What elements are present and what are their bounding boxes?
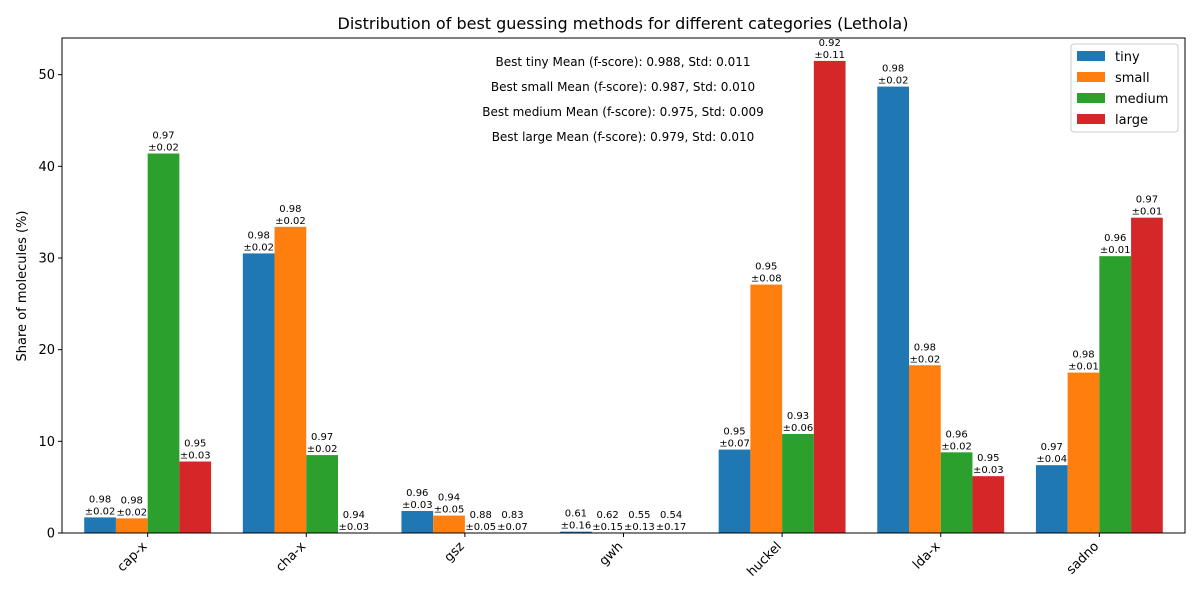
legend-swatch-small [1077,72,1105,82]
x-tick-label-lda-x: lda-x [910,539,944,573]
bar-small-gsz [433,515,465,533]
bar-label-tiny-sadno: 0.97 ±0.04 [1036,442,1067,465]
bar-tiny-lda-x [877,86,910,533]
bar-large-cap-x [179,461,212,533]
bar-large-huckel [813,60,846,534]
bar-label-medium-lda-x: 0.96 ±0.02 [941,429,972,452]
bar-label-tiny-cha-x: 0.98 ±0.02 [243,230,274,253]
bar-medium-cap-x [147,153,180,533]
bar-medium-cha-x [306,455,338,533]
bar-small-cha-x [274,226,307,534]
bar-tiny-sadno [1035,465,1068,533]
bar-label-small-cha-x: 0.98 ±0.02 [275,204,306,227]
y-tick-label: 30 [38,252,55,267]
plot-area: 0.98 ±0.020.98 ±0.020.96 ±0.030.61 ±0.160.95… [38,37,1186,580]
bar-label-large-cha-x: 0.94 ±0.03 [339,510,370,533]
bar-label-tiny-lda-x: 0.98 ±0.02 [878,64,909,87]
y-tick-label: 10 [38,435,55,450]
bar-small-lda-x [909,365,941,533]
bar-large-sadno [1131,217,1163,533]
bar-label-tiny-gwh: 0.61 ±0.16 [561,509,592,532]
bar-label-medium-cha-x: 0.97 ±0.02 [307,432,338,455]
bar-label-large-sadno: 0.97 ±0.01 [1132,195,1163,218]
bar-label-small-lda-x: 0.98 ±0.02 [910,342,941,365]
annotation-0: Best tiny Mean (f-score): 0.988, Std: 0.… [496,55,751,69]
x-tick-label-gsz: gsz [442,539,468,565]
legend-label-small: small [1115,71,1150,86]
bar-label-small-gsz: 0.94 ±0.05 [434,493,465,516]
legend-label-tiny: tiny [1115,50,1140,65]
x-tick-label-cap-x: cap-x [115,539,151,575]
y-tick-label: 40 [38,160,55,175]
y-tick-label: 20 [38,343,55,358]
bar-label-large-lda-x: 0.95 ±0.03 [973,453,1004,476]
bar-label-small-gwh: 0.62 ±0.15 [592,510,623,533]
bar-label-medium-sadno: 0.96 ±0.01 [1100,233,1131,256]
bar-small-sadno [1067,372,1100,533]
series-tiny: 0.98 ±0.020.98 ±0.020.96 ±0.030.61 ±0.160.95… [84,64,1068,533]
bar-medium-huckel [782,434,814,533]
bar-medium-lda-x [940,452,973,533]
bar-label-large-cap-x: 0.95 ±0.03 [180,439,211,462]
chart-title: Distribution of best guessing methods fo… [338,14,909,33]
bar-label-medium-gwh: 0.55 ±0.13 [624,510,655,533]
bar-small-cap-x [115,518,148,533]
y-axis-label: Share of molecules (%) [15,211,30,362]
y-tick-label: 50 [38,68,55,83]
annotation-3: Best large Mean (f-score): 0.979, Std: 0… [492,130,755,144]
x-tick-label-huckel: huckel [744,539,785,580]
x-tick-label-cha-x: cha-x [273,539,309,575]
bar-label-tiny-cap-x: 0.98 ±0.02 [85,494,116,517]
bar-label-large-huckel: 0.92 ±0.11 [814,38,845,61]
legend-swatch-medium [1077,93,1105,103]
bar-small-huckel [750,284,783,533]
x-tick-label-gwh: gwh [597,539,627,569]
bar-tiny-gwh [560,531,592,533]
legend: tiny small medium large [1070,43,1179,133]
series-medium: 0.97 ±0.02 0.97 ±0.02 0.88 ±0.05 0.55 ±0.13 0.93… [147,131,1132,533]
bar-label-small-huckel: 0.95 ±0.08 [751,262,782,285]
annotation-1: Best small Mean (f-score): 0.987, Std: 0… [491,80,755,94]
legend-label-large: large [1115,113,1148,128]
bar-label-medium-cap-x: 0.97 ±0.02 [148,131,179,154]
bar-label-medium-gsz: 0.88 ±0.05 [465,510,496,533]
series-large: 0.95 ±0.03 0.94 ±0.03 0.83 ±0.07 0.54 ±0.17 0.92… [179,38,1163,534]
bar-label-small-sadno: 0.98 ±0.01 [1068,350,1099,373]
bar-label-large-gwh: 0.54 ±0.17 [656,510,687,533]
annotations: Best tiny Mean (f-score): 0.988, Std: 0.… [482,55,764,144]
bar-label-large-gsz: 0.83 ±0.07 [497,510,528,533]
y-tick-label: 0 [47,527,55,542]
x-tick-label-sadno: sadno [1064,539,1102,577]
bar-medium-sadno [1099,256,1132,533]
bar-tiny-cap-x [84,517,116,533]
bar-tiny-gsz [401,511,434,533]
bar-tiny-huckel [718,449,751,533]
legend-swatch-large [1077,114,1105,124]
bar-label-tiny-huckel: 0.95 ±0.07 [719,427,750,450]
bar-label-small-cap-x: 0.98 ±0.02 [116,495,147,518]
bar-tiny-cha-x [242,253,275,533]
legend-swatch-tiny [1077,51,1105,61]
series-small: 0.98 ±0.020.98 ±0.020.94 ±0.05 0.62 ±0.150.95… [115,204,1100,534]
legend-label-medium: medium [1115,92,1168,107]
bar-large-lda-x [972,476,1005,533]
bar-label-tiny-gsz: 0.96 ±0.03 [402,488,433,511]
legend-box [1070,43,1179,133]
annotation-2: Best medium Mean (f-score): 0.975, Std: … [482,105,764,119]
bar-label-medium-huckel: 0.93 ±0.06 [783,411,814,434]
